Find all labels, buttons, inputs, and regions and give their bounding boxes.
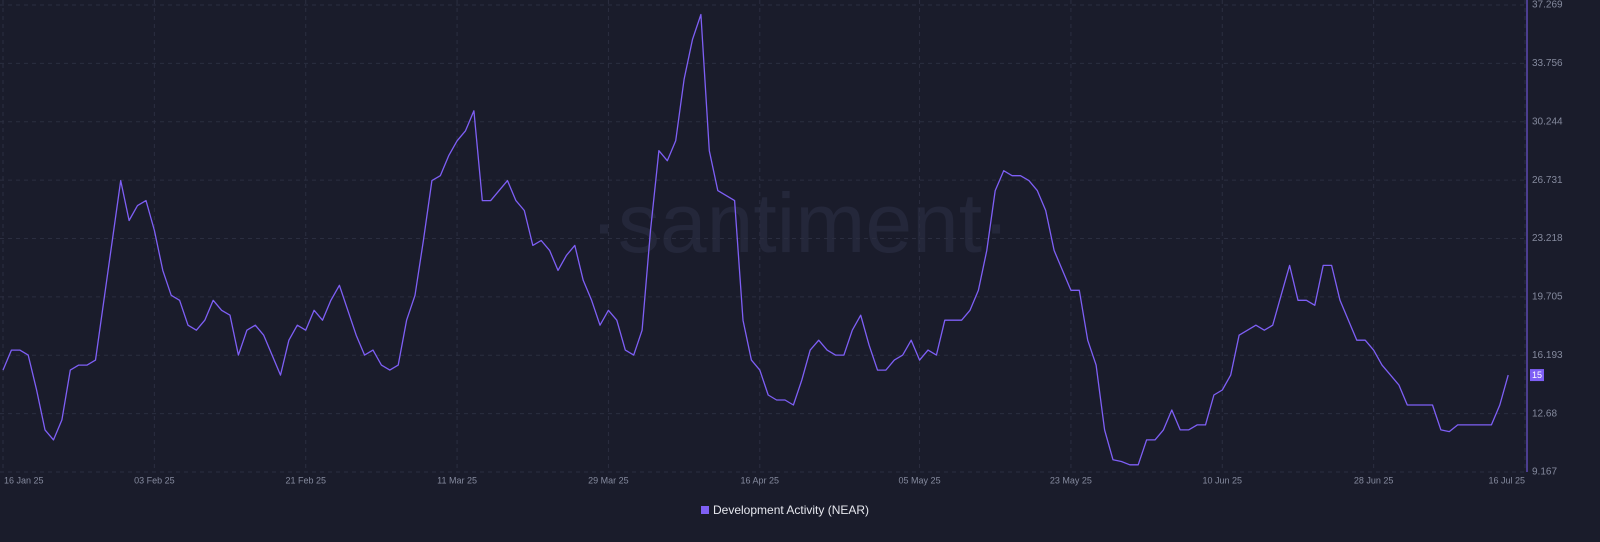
data-line: [2, 13, 1509, 466]
x-tick-label: 21 Feb 25: [285, 475, 326, 485]
watermark: ·santiment·: [590, 176, 1010, 270]
y-tick-label: 19.705: [1532, 292, 1563, 303]
y-tick-label: 12.68: [1532, 408, 1557, 419]
x-tick-label: 11 Mar 25: [437, 475, 477, 485]
y-tick-label: 37.269: [1532, 0, 1563, 11]
legend-swatch: [701, 506, 709, 514]
y-tick-label: 30.244: [1532, 116, 1563, 127]
y-tick-label: 26.731: [1532, 175, 1563, 186]
x-tick-label: 05 May 25: [899, 475, 941, 485]
y-tick-label: 33.756: [1532, 58, 1563, 69]
x-tick-label: 10 Jun 25: [1203, 475, 1243, 485]
x-tick-label: 29 Mar 25: [588, 475, 629, 485]
x-tick-label: 16 Jul 25: [1488, 475, 1525, 485]
x-tick-label: 28 Jun 25: [1354, 475, 1394, 485]
last-value-badge: [1530, 369, 1544, 382]
x-tick-label: 23 May 25: [1050, 475, 1092, 485]
legend-label: Development Activity (NEAR): [713, 503, 869, 517]
y-tick-label: 23.218: [1532, 233, 1563, 244]
y-tick-label: 16.193: [1532, 350, 1563, 361]
y-tick-label: 9.167: [1532, 467, 1557, 478]
x-tick-label: 16 Jan 25: [4, 475, 44, 485]
last-value-label: 15: [1532, 370, 1542, 380]
x-tick-label: 16 Apr 25: [741, 475, 780, 485]
x-tick-label: 03 Feb 25: [134, 475, 175, 485]
